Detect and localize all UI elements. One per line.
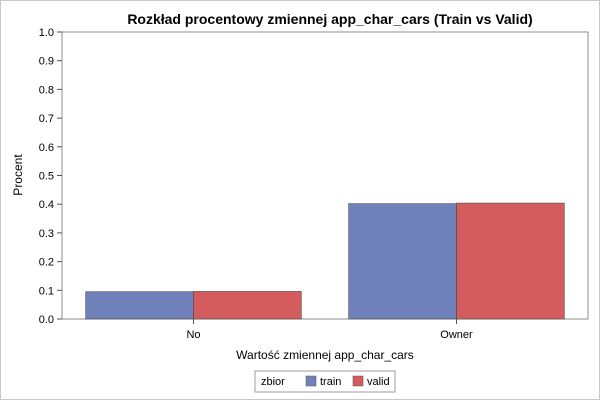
y-tick-label: 0.8 — [39, 84, 54, 96]
chart-title: Rozkład procentowy zmiennej app_char_car… — [127, 11, 532, 27]
legend-title: zbior — [261, 376, 285, 388]
y-tick-label: 0.6 — [39, 142, 54, 154]
y-tick-label: 0.4 — [39, 199, 54, 211]
y-axis-label: Procent — [11, 154, 25, 196]
bars — [85, 202, 565, 320]
bar-train-no — [85, 291, 194, 320]
legend: zbior train valid — [254, 370, 396, 393]
y-tick-label: 1.0 — [39, 27, 54, 39]
legend-swatch-train — [305, 375, 317, 387]
legend-label-valid: valid — [367, 376, 390, 388]
y-tick-label: 0.9 — [39, 56, 54, 68]
legend-swatch-valid — [352, 375, 364, 387]
y-tick-label: 0.1 — [39, 285, 54, 297]
x-axis: No Owner — [186, 319, 473, 341]
x-tick-label: No — [186, 329, 200, 341]
x-tick-label: Owner — [440, 329, 473, 341]
y-tick-label: 0.7 — [39, 113, 54, 125]
y-tick-label: 0.2 — [39, 257, 54, 269]
y-axis: 0.0 0.1 0.2 0.3 0.4 0.5 0.6 0.7 0.8 0.9 1.0 — [39, 27, 62, 326]
legend-label-train: train — [320, 376, 341, 388]
y-tick-label: 0.3 — [39, 228, 54, 240]
bar-train-owner — [348, 203, 457, 320]
y-tick-label: 0.0 — [39, 314, 54, 326]
x-axis-label: Wartość zmiennej app_char_cars — [236, 348, 414, 362]
y-tick-label: 0.5 — [39, 171, 54, 183]
bar-valid-owner — [456, 202, 565, 320]
bar-valid-no — [193, 291, 302, 320]
